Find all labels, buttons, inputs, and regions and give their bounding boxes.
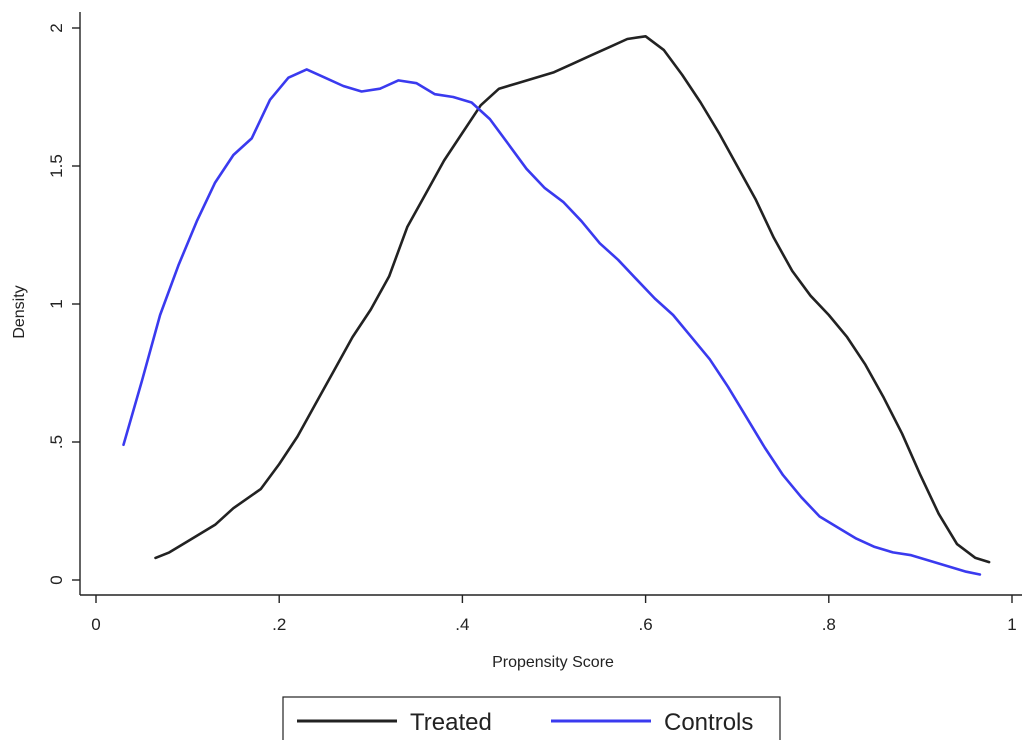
x-tick-label: .8 <box>822 615 836 634</box>
x-tick-label: 0 <box>91 615 100 634</box>
x-tick-label: .4 <box>455 615 469 634</box>
series-layer <box>122 35 991 576</box>
legend-label-treated: Treated <box>410 709 492 736</box>
x-tick-label: 1 <box>1007 615 1016 634</box>
legend-label-controls: Controls <box>664 709 753 736</box>
y-tick-label: 1.5 <box>47 154 66 178</box>
x-tick-label: .2 <box>272 615 286 634</box>
y-tick-label: 0 <box>47 575 66 584</box>
y-tick-label: 2 <box>47 23 66 32</box>
x-tick-label: .6 <box>639 615 653 634</box>
x-ticks: 0 .2 .4 .6 .8 1 <box>91 595 1017 634</box>
axes <box>79 12 1022 596</box>
series-line-treated <box>154 35 991 564</box>
series-line-controls <box>122 68 982 576</box>
y-tick-label: 1 <box>47 299 66 308</box>
y-axis-title: Density <box>11 285 28 338</box>
x-axis-title: Propensity Score <box>492 654 614 671</box>
y-ticks: 0 .5 1 1.5 2 <box>47 23 80 585</box>
y-tick-label: .5 <box>47 435 66 449</box>
legend: Treated Controls <box>282 696 781 745</box>
